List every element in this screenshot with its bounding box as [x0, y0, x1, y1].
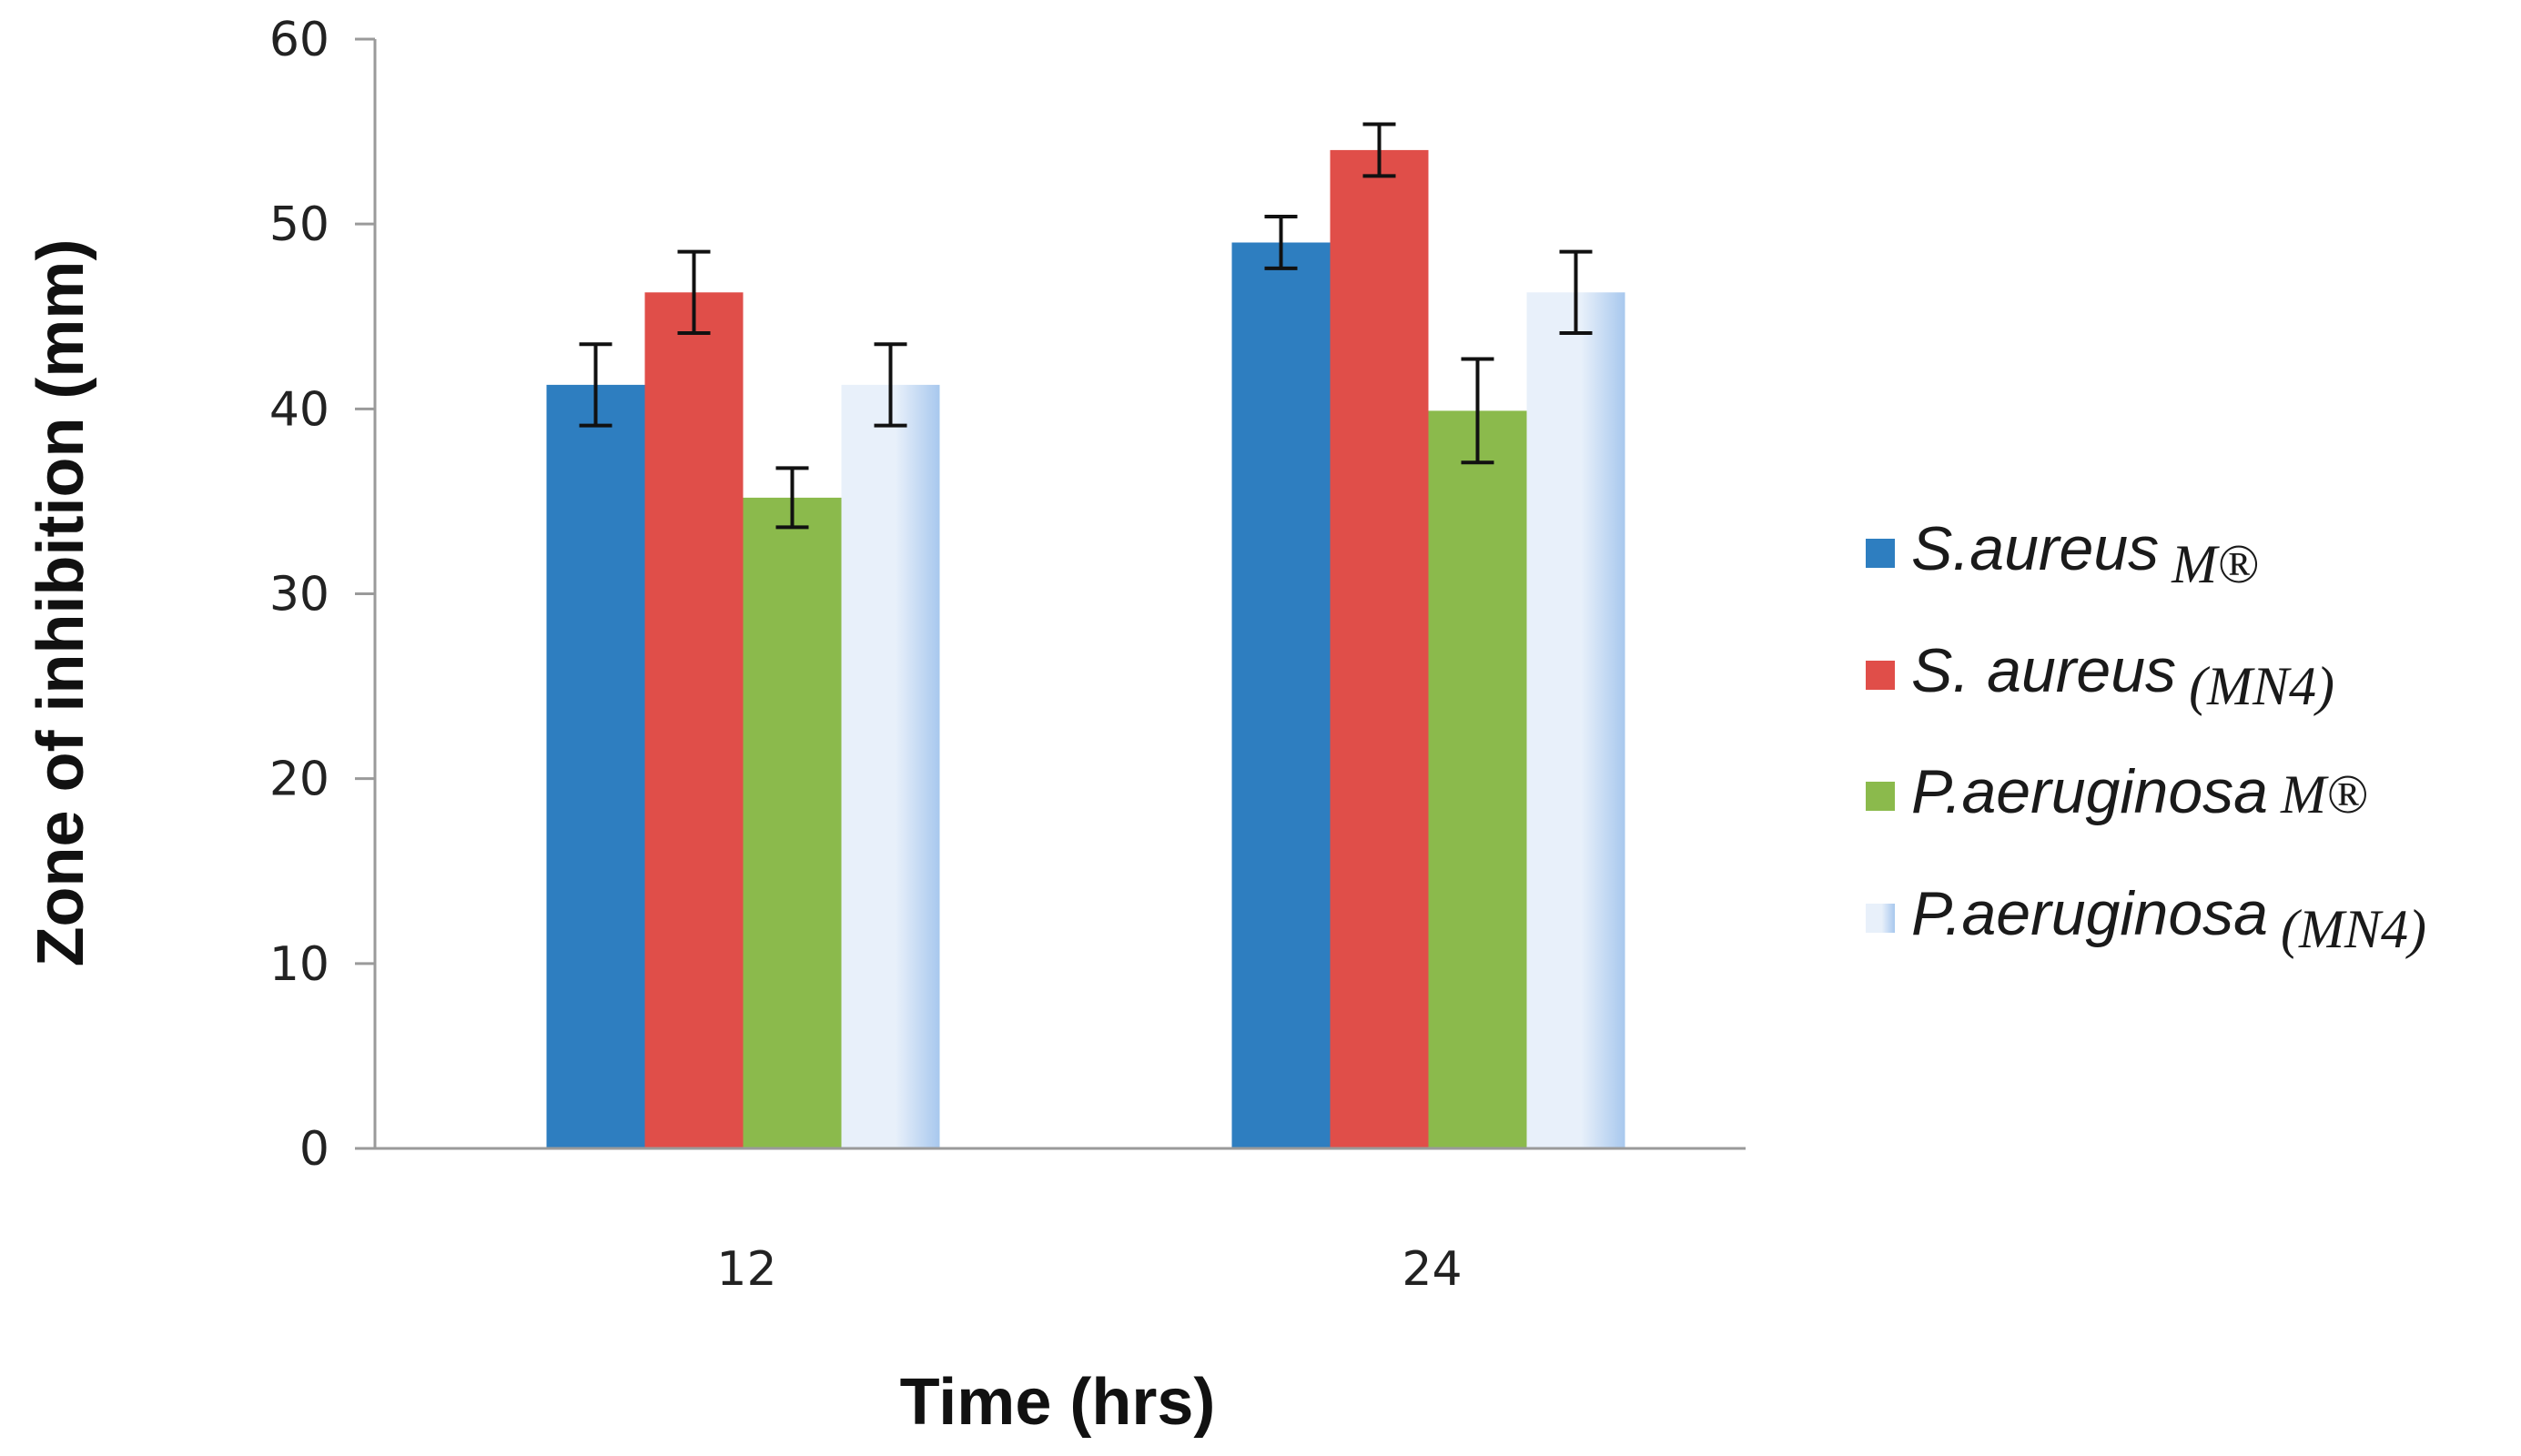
legend-label-suffix: (MN4)	[2281, 899, 2426, 959]
bar-1-cat-12	[546, 384, 645, 1148]
y-tick-label: 20	[269, 753, 329, 807]
legend-label: S. aureus (MN4)	[1911, 636, 2334, 716]
legend-swatch	[1866, 539, 1895, 568]
error-bar-4-cat-12	[874, 342, 907, 428]
error-bar-2-cat-24	[1362, 122, 1396, 178]
bar-2-cat-12	[644, 292, 744, 1148]
legend-swatch	[1866, 904, 1895, 933]
y-tick-label: 40	[269, 382, 329, 437]
bar-3-cat-24	[1428, 410, 1527, 1148]
bar-4-cat-24	[1526, 292, 1625, 1148]
legend-label: P.aeruginosa (MN4)	[1911, 879, 2426, 959]
legend-item-1: S.aureus M®	[1866, 514, 2259, 594]
legend-item-4: P.aeruginosa (MN4)	[1866, 879, 2426, 959]
error-bar-1-cat-12	[579, 342, 613, 428]
x-axis-title: Time (hrs)	[900, 1366, 1216, 1439]
legend-label: P.aeruginosa M®	[1911, 757, 2368, 826]
y-tick-label: 60	[269, 13, 329, 67]
error-bar-2-cat-12	[677, 249, 711, 336]
bar-1-cat-24	[1231, 242, 1331, 1148]
legend: S.aureus M® S. aureus (MN4) P.aeruginosa M® P.…	[1866, 514, 2426, 959]
ticks-layer: 0 10 20 30 40 50 60 12 24	[269, 13, 1463, 1297]
bars-layer	[546, 149, 1625, 1148]
error-bar-1-cat-24	[1264, 215, 1298, 270]
error-bars-layer	[579, 122, 1593, 530]
legend-swatch	[1866, 661, 1895, 690]
y-tick-label: 0	[299, 1122, 329, 1177]
error-bar-4-cat-24	[1559, 249, 1593, 336]
legend-swatch	[1866, 782, 1895, 811]
legend-label-suffix: (MN4)	[2189, 656, 2334, 716]
legend-item-2: S. aureus (MN4)	[1866, 636, 2334, 716]
bar-4-cat-12	[841, 384, 940, 1148]
bar-2-cat-24	[1330, 149, 1429, 1148]
y-tick-label: 50	[269, 197, 329, 252]
legend-item-3: P.aeruginosa M®	[1866, 757, 2368, 826]
legend-label-suffix: M®	[2171, 534, 2259, 594]
y-tick-label: 10	[269, 937, 329, 992]
error-bar-3-cat-12	[775, 466, 809, 530]
bar-3-cat-12	[743, 497, 842, 1148]
error-bar-3-cat-24	[1461, 357, 1494, 465]
y-tick-label: 30	[269, 568, 329, 622]
x-tick-label: 24	[1402, 1242, 1462, 1297]
legend-label: S.aureus M®	[1911, 514, 2259, 594]
x-tick-label: 12	[716, 1242, 776, 1297]
y-axis-title: Zone of inhibition (mm)	[25, 239, 97, 967]
legend-label-suffix: M®	[2280, 764, 2368, 824]
